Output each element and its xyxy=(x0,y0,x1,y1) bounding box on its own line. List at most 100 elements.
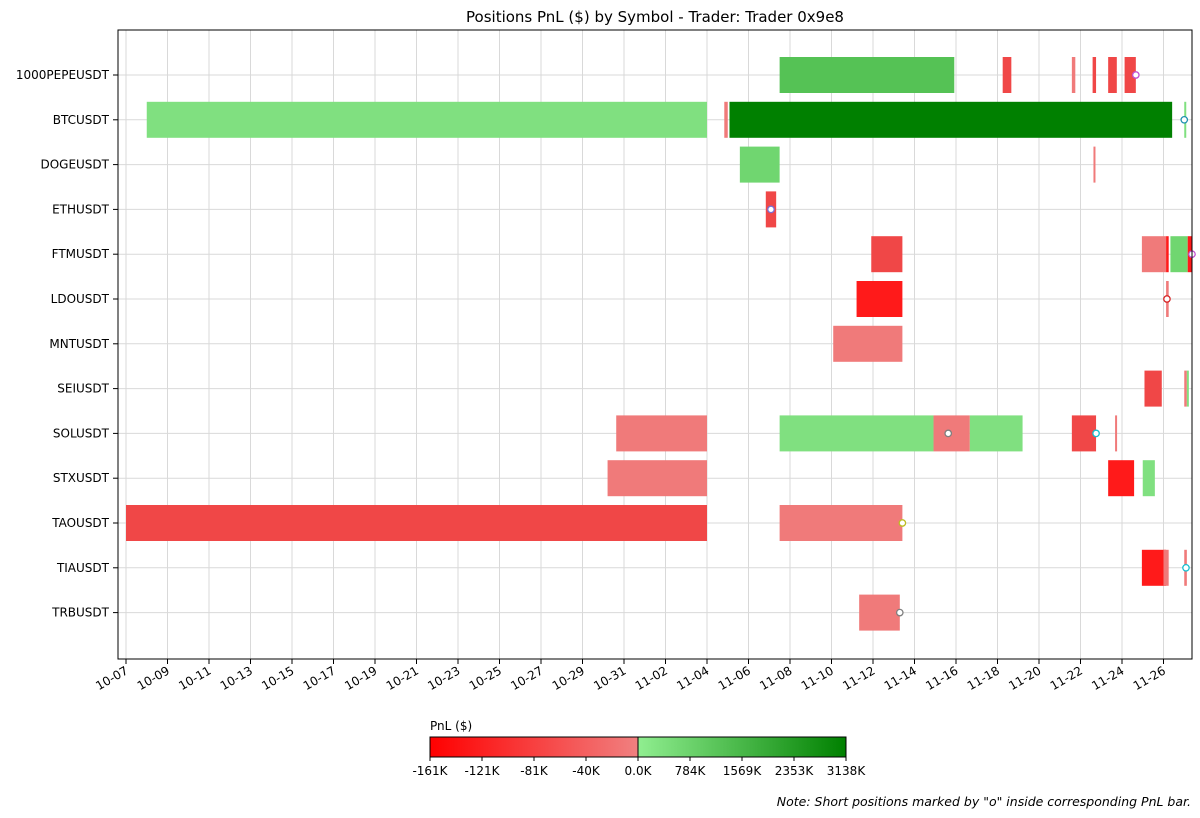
short-marker xyxy=(944,429,953,438)
pnl-bar xyxy=(779,505,903,541)
x-tick-label: 11-02 xyxy=(633,663,670,693)
pnl-bar xyxy=(1002,57,1012,93)
y-tick-label: SEIUSDT xyxy=(57,382,109,396)
y-tick-label: FTMUSDT xyxy=(52,247,110,261)
x-tick-label: 10-25 xyxy=(467,663,504,693)
y-tick-label: MNTUSDT xyxy=(49,337,109,351)
pnl-bar xyxy=(1163,549,1169,586)
short-marker xyxy=(1180,115,1189,124)
pnl-bar xyxy=(859,594,900,631)
pnl-bar xyxy=(607,460,707,497)
pnl-bar xyxy=(1141,236,1167,273)
x-tick-label: 10-13 xyxy=(218,663,255,693)
pnl-bar xyxy=(1166,236,1169,273)
pnl-bar xyxy=(1108,57,1117,93)
chart-title: Positions PnL ($) by Symbol - Trader: Tr… xyxy=(466,8,844,26)
pnl-bar xyxy=(779,415,934,452)
x-tick-label: 10-09 xyxy=(135,663,172,693)
short-marker xyxy=(895,608,904,617)
pnl-bar xyxy=(969,415,1023,452)
y-axis: 1000PEPEUSDT BTCUSDT DOGEUSDT ETHUSDT FTMUSD… xyxy=(16,68,118,620)
x-tick-label: 10-29 xyxy=(550,663,587,693)
colorbar-tick-label: -121K xyxy=(464,764,500,778)
pnl-bar xyxy=(1184,370,1187,407)
y-tick-label: 1000PEPEUSDT xyxy=(16,68,110,82)
x-tick-label: 11-04 xyxy=(674,663,711,693)
y-tick-label: BTCUSDT xyxy=(53,113,110,127)
x-tick-label: 10-19 xyxy=(342,663,379,693)
x-tick-label: 11-12 xyxy=(840,663,877,693)
pnl-bar xyxy=(146,101,707,138)
pnl-bar xyxy=(1186,370,1189,407)
colorbar-tick-label: 784K xyxy=(675,764,707,778)
colorbar-tick-label: 0.0K xyxy=(625,764,653,778)
pnl-bar xyxy=(833,325,903,362)
pnl-bar xyxy=(724,101,728,138)
y-tick-label: TIAUSDT xyxy=(56,561,110,575)
x-tick-label: 11-22 xyxy=(1048,663,1085,693)
colorbar-tick-label: -81K xyxy=(520,764,549,778)
y-tick-label: TRBUSDT xyxy=(51,606,110,620)
pnl-bar xyxy=(779,57,955,93)
pnl-bar xyxy=(1093,146,1096,183)
pnl-bar xyxy=(871,236,903,273)
pnl-bar xyxy=(739,146,780,183)
colorbar-tick-label: 2353K xyxy=(775,764,815,778)
x-tick-label: 11-26 xyxy=(1131,663,1168,693)
pnl-bar xyxy=(126,505,707,541)
x-tick-label: 10-07 xyxy=(93,663,130,693)
pnl-bar xyxy=(1092,57,1097,93)
x-tick-label: 11-20 xyxy=(1006,663,1043,693)
pnl-bar xyxy=(616,415,707,452)
colorbar-tick-label: -40K xyxy=(572,764,601,778)
x-tick-label: 10-27 xyxy=(508,663,545,693)
colorbar-negative xyxy=(430,737,638,757)
pnl-bar xyxy=(1071,57,1076,93)
y-tick-label: LDOUSDT xyxy=(51,292,110,306)
bars xyxy=(126,57,1192,631)
x-tick-label: 11-10 xyxy=(799,663,836,693)
y-tick-label: STXUSDT xyxy=(53,471,110,485)
pnl-bar xyxy=(1142,460,1155,497)
x-tick-label: 11-16 xyxy=(923,663,960,693)
short-marker xyxy=(1131,71,1140,79)
pnl-bar xyxy=(1170,236,1188,273)
colorbar-label: PnL ($) xyxy=(430,719,472,733)
x-tick-label: 10-31 xyxy=(591,663,628,693)
y-tick-label: SOLUSDT xyxy=(53,426,110,440)
short-marker xyxy=(898,519,907,527)
colorbar-positive xyxy=(638,737,846,757)
pnl-bar xyxy=(856,281,903,317)
x-tick-label: 10-11 xyxy=(176,663,213,693)
short-marker xyxy=(1163,295,1171,303)
y-tick-label: DOGEUSDT xyxy=(40,158,109,172)
colorbar-tick-label: -161K xyxy=(412,764,448,778)
plot-frame xyxy=(117,29,1193,660)
x-tick-label: 10-23 xyxy=(425,663,462,693)
x-tick-label: 10-21 xyxy=(384,663,421,693)
pnl-bar xyxy=(729,101,1173,138)
x-tick-label: 10-17 xyxy=(301,663,338,693)
short-markers xyxy=(767,71,1196,617)
short-marker xyxy=(1182,563,1190,572)
x-tick-label: 10-15 xyxy=(259,663,296,693)
y-tick-label: ETHUSDT xyxy=(52,202,110,216)
short-marker xyxy=(1092,429,1100,438)
y-tick-label: TAOUSDT xyxy=(51,516,109,530)
colorbar: PnL ($) -161K -121K -81K -40K 0.0K 784K 1569K 2… xyxy=(412,719,866,778)
x-axis: 10-07 10-09 10-11 10-13 10-15 10-17 10-19 10-21… xyxy=(93,659,1168,693)
x-tick-label: 11-06 xyxy=(716,663,753,693)
colorbar-tick-label: 1569K xyxy=(723,764,763,778)
x-tick-label: 11-14 xyxy=(882,663,919,693)
colorbar-tick-label: 3138K xyxy=(827,764,867,778)
x-tick-label: 11-24 xyxy=(1089,663,1126,693)
pnl-bar xyxy=(1144,370,1162,407)
chart-note: Note: Short positions marked by "o" insi… xyxy=(777,794,1191,809)
x-tick-label: 11-08 xyxy=(757,663,794,693)
colorbar-ticks: -161K -121K -81K -40K 0.0K 784K 1569K 2353K 3138… xyxy=(412,757,866,778)
pnl-bar xyxy=(1115,415,1118,452)
pnl-bar xyxy=(1071,415,1097,452)
x-tick-label: 11-18 xyxy=(965,663,1002,693)
pnl-bar xyxy=(1141,549,1167,586)
